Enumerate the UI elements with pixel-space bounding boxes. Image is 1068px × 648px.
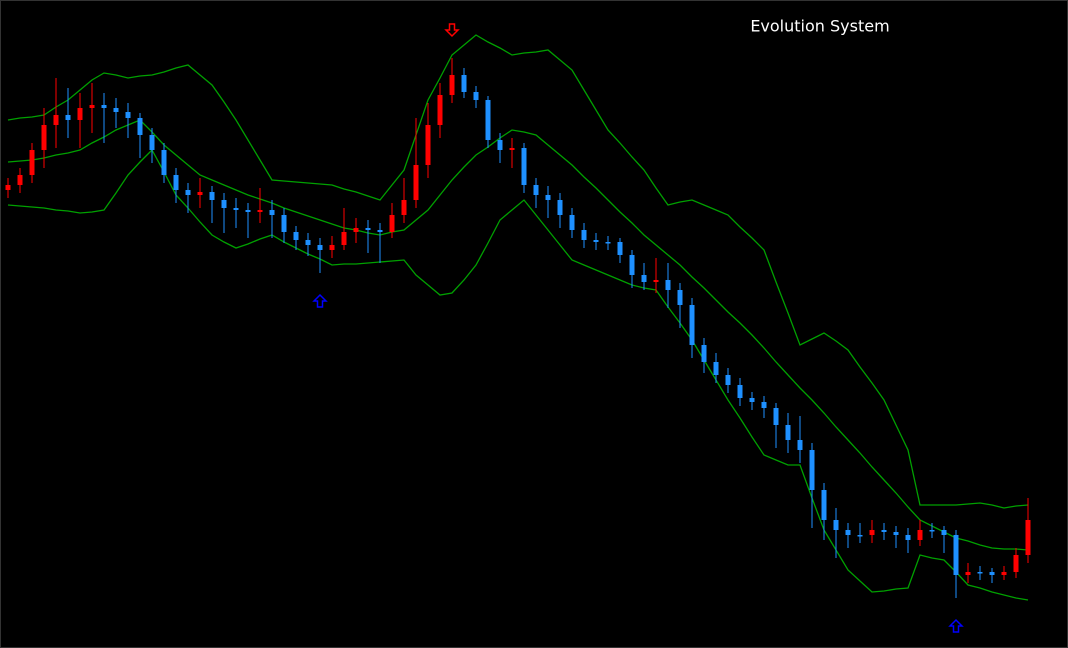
candle-body [269,210,275,215]
candle-body [989,572,995,575]
candle-body [377,230,383,232]
candle-body [641,275,647,282]
candle-body [305,240,311,245]
candle-body [677,290,683,305]
candle-body [437,95,443,125]
candle-body [965,572,971,575]
candle-body [833,520,839,530]
sell-arrow [444,23,460,38]
candle-body [521,148,527,185]
candle-body [485,100,491,140]
candle-body [1001,572,1007,575]
candle-body [65,115,71,120]
candle-body [317,245,323,250]
candle-body [149,135,155,150]
candle-body [365,228,371,230]
candle-body [389,215,395,232]
candle-body [905,535,911,540]
candle-body [473,92,479,100]
candle-body [17,175,23,185]
candle-body [245,210,251,212]
candle-body [977,572,983,574]
candle-body [581,230,587,240]
candle-body [497,140,503,150]
candle-body [689,305,695,345]
candle-body [761,402,767,408]
candle-body [221,200,227,208]
candle-body [653,280,659,282]
band-lower [7,148,1029,601]
candle-body [29,150,35,175]
candle-body [461,75,467,92]
candle-body [125,112,131,118]
candle-body [1025,520,1031,555]
candle-body [5,185,11,190]
buy-arrow [312,293,328,308]
candle-body [209,192,215,200]
candle-body [605,242,611,244]
candle-body [137,118,143,135]
candle-body [545,195,551,200]
candle-body [173,175,179,190]
candle-body [413,165,419,200]
candle-body [773,408,779,425]
candle-body [713,362,719,375]
candle-body [341,232,347,245]
candle-body [233,208,239,210]
candle-body [845,530,851,535]
candle-body [77,108,83,120]
chart-title: Evolution System [750,17,889,36]
candle-body [113,108,119,112]
candle-body [533,185,539,195]
candle-body [161,150,167,175]
candle-body [101,105,107,108]
candle-body [617,242,623,255]
candle-body [329,245,335,250]
candle-body [701,345,707,362]
candle-body [665,280,671,290]
candle-body [917,530,923,540]
candle-body [929,530,935,532]
candle-body [569,215,575,230]
candle-body [953,535,959,575]
candle-body [557,200,563,215]
candle-body [809,450,815,490]
candle-body [89,105,95,108]
buy-arrow [948,618,964,633]
candle-body [881,530,887,532]
candle-body [281,215,287,232]
candle-body [857,535,863,537]
candle-body [869,530,875,535]
candle-body [449,75,455,95]
candle-body [1013,555,1019,572]
candle-body [797,440,803,450]
candle-body [821,490,827,520]
candle-body [353,228,359,232]
candle-body [53,115,59,125]
candle-body [257,210,263,212]
candle-body [629,255,635,275]
band-middle [7,119,1029,551]
candle-body [425,125,431,165]
candle-body [197,192,203,195]
candle-body [749,398,755,402]
candle-body [293,232,299,240]
candle-body [737,385,743,398]
candle-body [941,530,947,535]
candle-body [185,190,191,195]
candle-body [401,200,407,215]
candle-body [785,425,791,440]
candle-body [893,532,899,535]
candle-body [509,148,515,150]
candle-body [593,240,599,242]
candle-body [41,125,47,150]
candle-body [725,375,731,385]
band-upper [7,34,1029,509]
